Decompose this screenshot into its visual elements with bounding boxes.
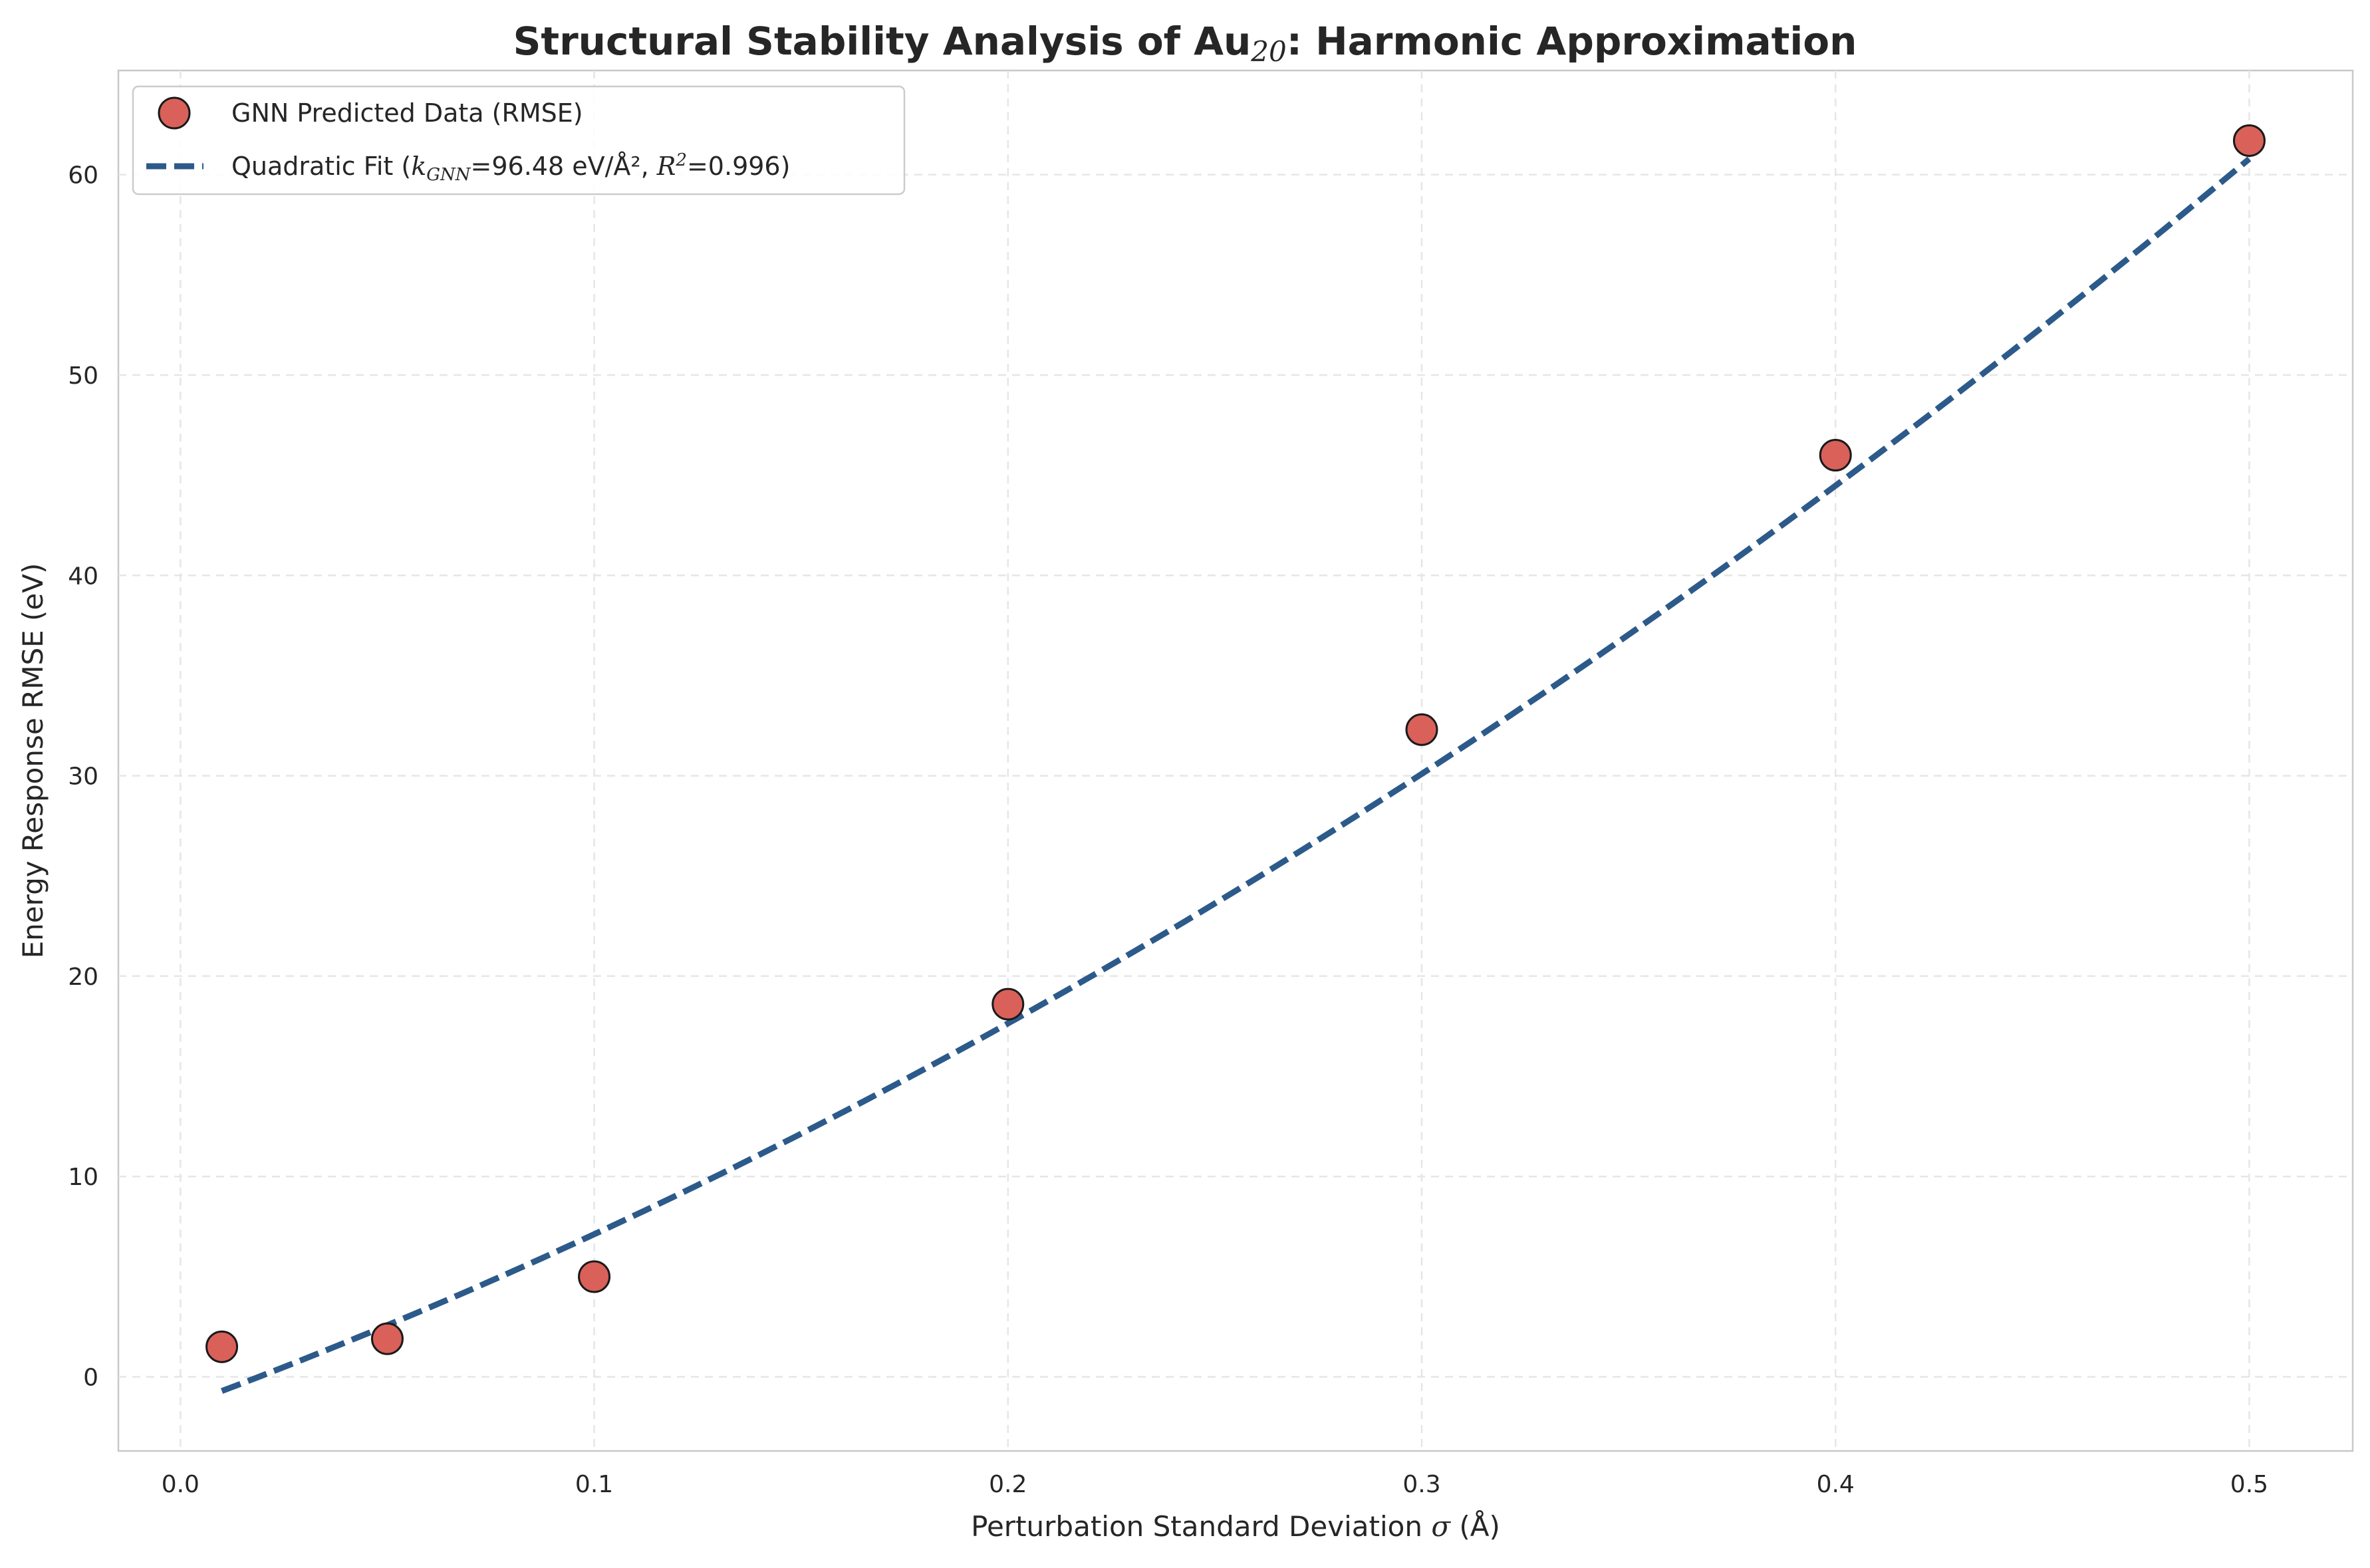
x-tick-label: 0.4 [1817, 1471, 1855, 1498]
y-tick-label: 10 [68, 1164, 98, 1191]
y-tick-label: 0 [83, 1365, 98, 1392]
y-tick-label: 50 [68, 362, 98, 390]
tick-labels: 0.0 0.1 0.2 0.3 0.4 0.5 0 10 20 30 40 50 60 [68, 162, 2268, 1498]
y-tick-label: 30 [68, 763, 98, 791]
x-tick-label: 0.0 [162, 1471, 199, 1498]
data-point [991, 987, 1025, 1021]
x-axis-label: Perturbation Standard Deviation σ (Å) [971, 1509, 1500, 1543]
fit-line-layer [221, 156, 2252, 1394]
legend: GNN Predicted Data (RMSE) Quadratic Fit … [132, 85, 906, 196]
legend-label-fit: Quadratic Fit (kGNN=96.48 eV/Å², R2=0.99… [231, 150, 790, 185]
y-tick-label: 60 [68, 162, 98, 190]
data-point [370, 1322, 404, 1355]
data-point [205, 1330, 239, 1363]
y-axis-label: Energy Response RMSE (eV) [17, 563, 49, 959]
legend-marker-scatter [158, 96, 191, 130]
data-points-layer [205, 124, 2266, 1363]
legend-label-scatter: GNN Predicted Data (RMSE) [231, 98, 583, 128]
x-tick-label: 0.2 [989, 1471, 1027, 1498]
data-point [2232, 124, 2266, 157]
data-point [1819, 439, 1852, 472]
fit-line [221, 156, 2252, 1394]
x-tick-label: 0.1 [575, 1471, 613, 1498]
chart-title: Structural Stability Analysis of Au20: H… [513, 19, 1857, 68]
title-subscript: 20 [1250, 35, 1286, 68]
data-point [1405, 713, 1438, 746]
plot-area [117, 69, 2354, 1452]
y-tick-label: 40 [68, 563, 98, 590]
data-point [578, 1260, 611, 1293]
x-tick-label: 0.3 [1402, 1471, 1440, 1498]
y-tick-label: 20 [68, 964, 98, 991]
x-tick-label: 0.5 [2230, 1471, 2268, 1498]
grid [118, 70, 2353, 1451]
legend-box [132, 85, 906, 196]
